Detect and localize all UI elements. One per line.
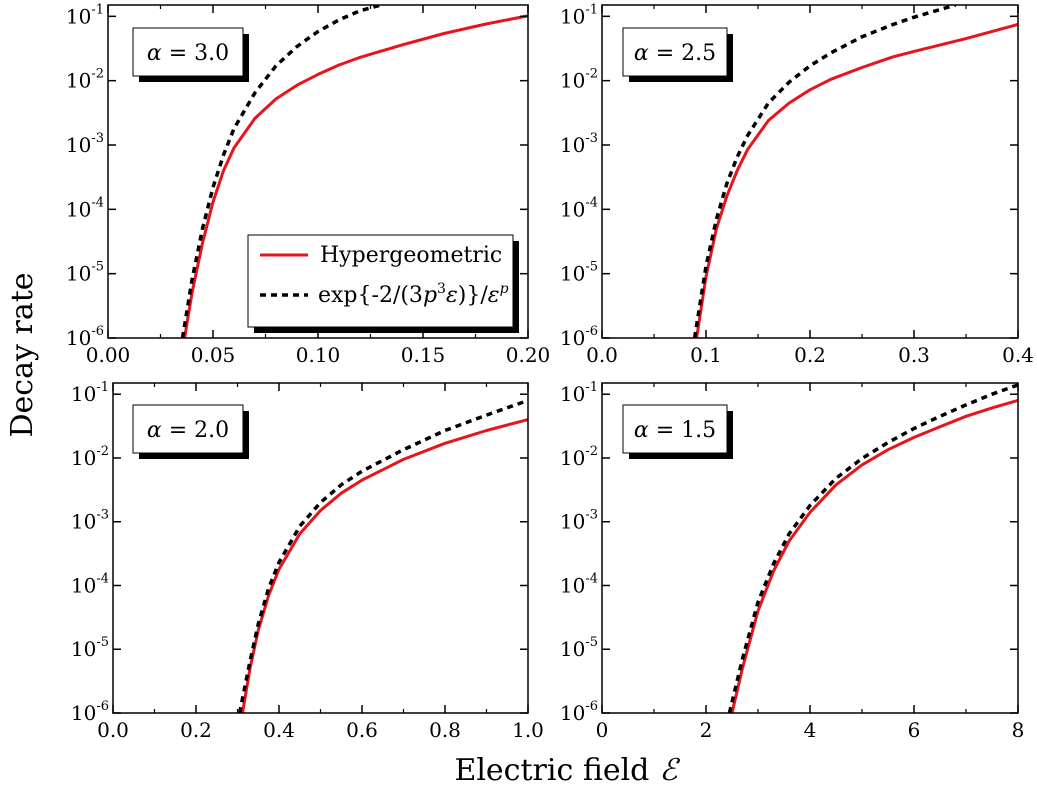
x-tick-label: 0.15	[401, 343, 446, 367]
y-tick-label: 10-1	[560, 380, 598, 406]
x-tick-label: 0.20	[506, 343, 551, 367]
panel-2: 0.0 0.1 0.2 0.3 0.4 10-6 10-5 10-4 10-3 10-2 10-1 α…	[560, 2, 1034, 367]
x-axis-label-symbol: ℰ	[659, 753, 680, 788]
x-tick-label: 0.2	[794, 343, 826, 367]
x-tick-label: 0.1	[690, 343, 722, 367]
y-tick-label: 10-3	[66, 131, 104, 157]
x-tick-label: 0.2	[180, 718, 212, 742]
alpha-label-box: α = 1.5	[622, 404, 733, 459]
legend-label-exp-formula: exp{-2/(3p3ε)}/εp	[318, 281, 509, 308]
y-tick-label: 10-5	[71, 635, 109, 661]
panel-1: 0.00 0.05 0.10 0.15 0.20 10-6 10-5 10-4 10-3 10-2…	[66, 2, 550, 367]
alpha-label-text: α = 1.5	[634, 418, 716, 443]
x-tick-label: 0.3	[898, 343, 930, 367]
y-tick-label: 10-5	[560, 260, 598, 286]
y-tick-label: 10-4	[560, 571, 598, 597]
y-tick-label: 10-4	[66, 195, 104, 221]
series-line-exp-formula	[180, 5, 382, 338]
x-tick-label: 8	[1012, 718, 1025, 742]
legend: Hypergeometric exp{-2/(3p3ε)}/εp	[247, 234, 519, 333]
x-axis-label-text: Electric field	[454, 753, 649, 788]
y-axis-label: Decay rate	[5, 272, 40, 437]
y-tick-label: 10-6	[66, 324, 104, 350]
alpha-label-text: α = 3.0	[147, 41, 229, 66]
alpha-label-box: α = 3.0	[132, 27, 249, 82]
series-line-exp-formula	[237, 398, 528, 713]
x-tick-label: 0.0	[97, 718, 129, 742]
y-tick-label: 10-3	[71, 508, 109, 534]
series-line-hypergeometric	[695, 22, 1018, 338]
series-line-hypergeometric	[183, 14, 528, 338]
x-tick-label: 6	[908, 718, 921, 742]
alpha-label-box: α = 2.5	[622, 27, 733, 82]
x-tick-label: 0.8	[429, 718, 461, 742]
alpha-label-text: α = 2.5	[634, 41, 716, 66]
panel-3: 0.0 0.2 0.4 0.6 0.8 1.0 10-6 10-5 10-4 10-3 10-2 10…	[71, 380, 544, 742]
y-tick-label: 10-6	[560, 324, 598, 350]
x-tick-label: 0.4	[263, 718, 295, 742]
y-tick-label: 10-1	[71, 380, 109, 406]
y-tick-label: 10-3	[560, 131, 598, 157]
y-tick-label: 10-2	[71, 444, 109, 470]
y-tick-label: 10-3	[560, 508, 598, 534]
y-tick-label: 10-4	[71, 571, 109, 597]
x-tick-label: 1.0	[512, 718, 544, 742]
y-tick-label: 10-6	[71, 699, 109, 725]
panel-4: 0 2 4 6 8 10-6 10-5 10-4 10-3 10-2 10-1 α = 1.5	[560, 380, 1024, 742]
x-tick-label: 0.05	[191, 343, 236, 367]
y-tick-label: 10-2	[560, 67, 598, 93]
x-tick-label: 4	[804, 718, 817, 742]
y-tick-label: 10-5	[66, 260, 104, 286]
legend-label-hypergeometric: Hypergeometric	[320, 243, 502, 268]
x-tick-label: 0.00	[86, 343, 131, 367]
y-tick-label: 10-4	[560, 195, 598, 221]
alpha-label-box: α = 2.0	[132, 404, 249, 459]
x-tick-label: 0	[596, 718, 609, 742]
x-tick-label: 2	[700, 718, 713, 742]
y-tick-label: 10-1	[560, 2, 598, 28]
x-tick-label: 0.6	[346, 718, 378, 742]
series-line-exp-formula	[727, 383, 1018, 713]
y-tick-label: 10-5	[560, 635, 598, 661]
y-tick-label: 10-2	[66, 67, 104, 93]
y-tick-label: 10-2	[560, 444, 598, 470]
x-tick-label: 0.10	[296, 343, 341, 367]
x-tick-label: 0.4	[1002, 343, 1034, 367]
series-line-hypergeometric	[730, 398, 1018, 713]
series-line-exp-formula	[692, 5, 957, 338]
series-line-hypergeometric	[241, 418, 528, 713]
y-tick-label: 10-1	[66, 2, 104, 28]
x-tick-label: 0.0	[586, 343, 618, 367]
x-axis-label: Electric field ℰ	[454, 753, 680, 788]
alpha-label-text: α = 2.0	[147, 418, 229, 443]
y-tick-label: 10-6	[560, 699, 598, 725]
